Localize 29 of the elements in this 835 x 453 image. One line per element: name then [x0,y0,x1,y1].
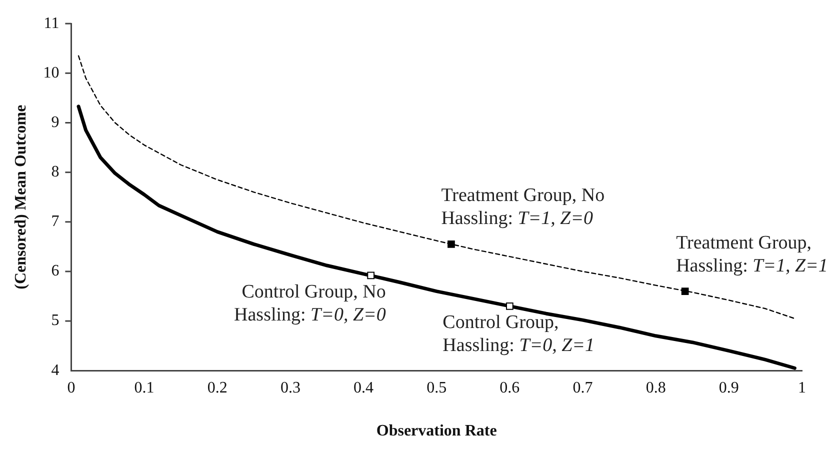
annotation: Control Group, Hassling: T=0, Z=1 [442,312,594,356]
x-tick-label: 0.3 [280,379,300,396]
y-tick-label: 11 [44,14,60,32]
x-tick-label: 0 [67,379,76,396]
point [681,288,689,295]
annotation: Control Group, No Hassling: T=0, Z=0 [234,281,386,326]
annotation: Treatment Group, Hassling: T=1, Z=1 [676,232,828,276]
annotation: Treatment Group, No Hassling: T=1, Z=0 [441,185,605,230]
y-tick-label: 6 [51,262,60,280]
point [506,302,514,310]
y-tick-label: 4 [51,362,60,379]
y-tick-label: 7 [51,213,60,230]
y-axis-title: (Censored) Mean Outcome [12,104,30,290]
x-tick-label: 0.9 [718,379,739,396]
point [448,240,455,248]
x-tick-label: 0.7 [572,379,593,396]
y-tick-label: 10 [43,64,60,82]
x-tick-label: 0.4 [354,379,374,396]
x-tick-label: 1 [798,379,806,396]
y-tick-label: 5 [51,312,60,330]
x-tick-label: 0.8 [646,379,666,396]
y-tick-label: 9 [51,114,60,131]
y-tick-label: 8 [51,164,60,181]
point [367,272,375,280]
x-tick-label: 0.5 [426,379,447,396]
x-axis-title: Observation Rate [376,422,497,440]
x-tick-label: 0.6 [500,379,520,396]
x-tick-label: 0.1 [134,379,154,396]
x-tick-label: 0.2 [207,379,228,396]
